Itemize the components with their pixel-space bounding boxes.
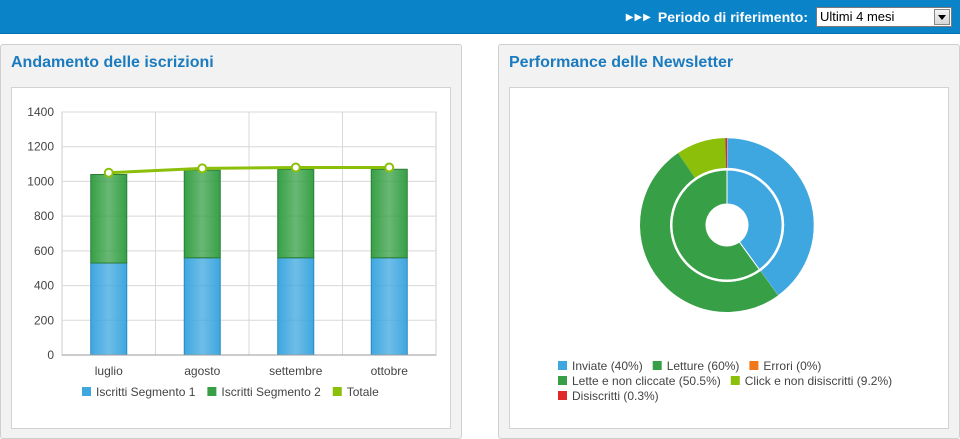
- totale-line: [108, 166, 390, 175]
- legend-label: Inviate (40%): [572, 359, 643, 373]
- period-select-value: Ultimi 4 mesi: [820, 9, 895, 24]
- y-tick-label: 0: [47, 348, 54, 362]
- y-tick-label: 1400: [27, 105, 54, 119]
- bar-segment-2: [183, 169, 221, 259]
- legend-swatch: [558, 361, 567, 370]
- legend-label: Totale: [347, 385, 379, 399]
- y-tick-label: 200: [34, 313, 54, 327]
- legend-label: Lette e non cliccate (50.5%): [572, 374, 721, 388]
- x-tick-label: luglio: [95, 364, 123, 378]
- bar-segment-1: [370, 257, 408, 356]
- y-tick-label: 1000: [27, 174, 54, 188]
- legend-label: Iscritti Segmento 2: [221, 385, 321, 399]
- totale-point: [103, 167, 114, 178]
- legend-swatch: [332, 387, 342, 396]
- bar-segment-1: [277, 257, 315, 356]
- donut-inner-slice: [726, 169, 783, 271]
- legend-swatch: [207, 387, 217, 396]
- bar-segment-2: [90, 173, 128, 264]
- donut-inner-slice: [671, 169, 761, 281]
- ring-separator: [670, 168, 784, 282]
- legend-label: Disiscritti (0.3%): [572, 389, 659, 403]
- donut-outer-slice: [725, 138, 727, 169]
- totale-point: [384, 162, 395, 173]
- period-label: Periodo di riferimento:: [657, 9, 808, 25]
- y-tick-label: 600: [34, 244, 54, 258]
- donut-outer-slice: [640, 153, 779, 312]
- top-bar: ▶▶▶ Periodo di riferimento: Ultimi 4 mes…: [0, 0, 960, 34]
- bar-segment-1: [90, 262, 128, 356]
- dropdown-button[interactable]: [934, 9, 950, 25]
- period-select[interactable]: Ultimi 4 mesi: [816, 7, 952, 27]
- subscriptions-chart: 0 200 400 600 800 1000 1200 1400 luglio agosto set…: [27, 105, 437, 399]
- newsletter-chart-box: Inviate (40%) Letture (60%) Errori (0%) Let…: [509, 87, 949, 429]
- bar-segment-2: [277, 168, 315, 259]
- legend-label: Errori (0%): [763, 359, 821, 373]
- y-tick-label: 800: [34, 209, 54, 223]
- legend-label: Letture (60%): [667, 359, 740, 373]
- x-tick-label: ottobre: [371, 364, 409, 378]
- chevron-down-icon: [938, 14, 946, 20]
- totale-point: [197, 163, 208, 174]
- period-selector-group: ▶▶▶ Periodo di riferimento: Ultimi 4 mes…: [626, 6, 952, 28]
- newsletter-panel-title: Performance delle Newsletter: [509, 54, 734, 71]
- bar-segment-2: [370, 168, 408, 259]
- triple-arrow-icon: ▶▶▶: [625, 11, 652, 23]
- totale-point: [290, 162, 301, 173]
- subscriptions-chart-box: 0 200 400 600 800 1000 1200 1400 luglio agosto set…: [11, 87, 451, 429]
- legend-label: Click e non disiscritti (9.2%): [745, 374, 892, 388]
- donut-outer-slice: [678, 138, 726, 178]
- donut-outer-slice: [726, 137, 815, 296]
- y-tick-label: 400: [34, 279, 54, 293]
- legend-swatch: [652, 361, 662, 370]
- legend-swatch: [749, 361, 759, 370]
- newsletter-panel: Performance delle Newsletter Inviate (40…: [498, 44, 960, 439]
- bar-segment-1: [183, 257, 221, 356]
- x-tick-label: agosto: [184, 364, 220, 378]
- legend-swatch: [82, 387, 91, 396]
- legend-swatch: [558, 376, 567, 385]
- subscriptions-panel: Andamento delle iscrizioni 0 200 400 600 800…: [0, 44, 462, 439]
- legend-swatch: [558, 391, 567, 400]
- subscriptions-panel-title: Andamento delle iscrizioni: [11, 54, 214, 71]
- legend-label: Iscritti Segmento 1: [96, 385, 196, 399]
- legend-swatch: [730, 376, 740, 385]
- y-tick-label: 1200: [27, 140, 54, 154]
- x-tick-label: settembre: [269, 364, 323, 378]
- newsletter-chart: Inviate (40%) Letture (60%) Errori (0%) Let…: [558, 137, 892, 403]
